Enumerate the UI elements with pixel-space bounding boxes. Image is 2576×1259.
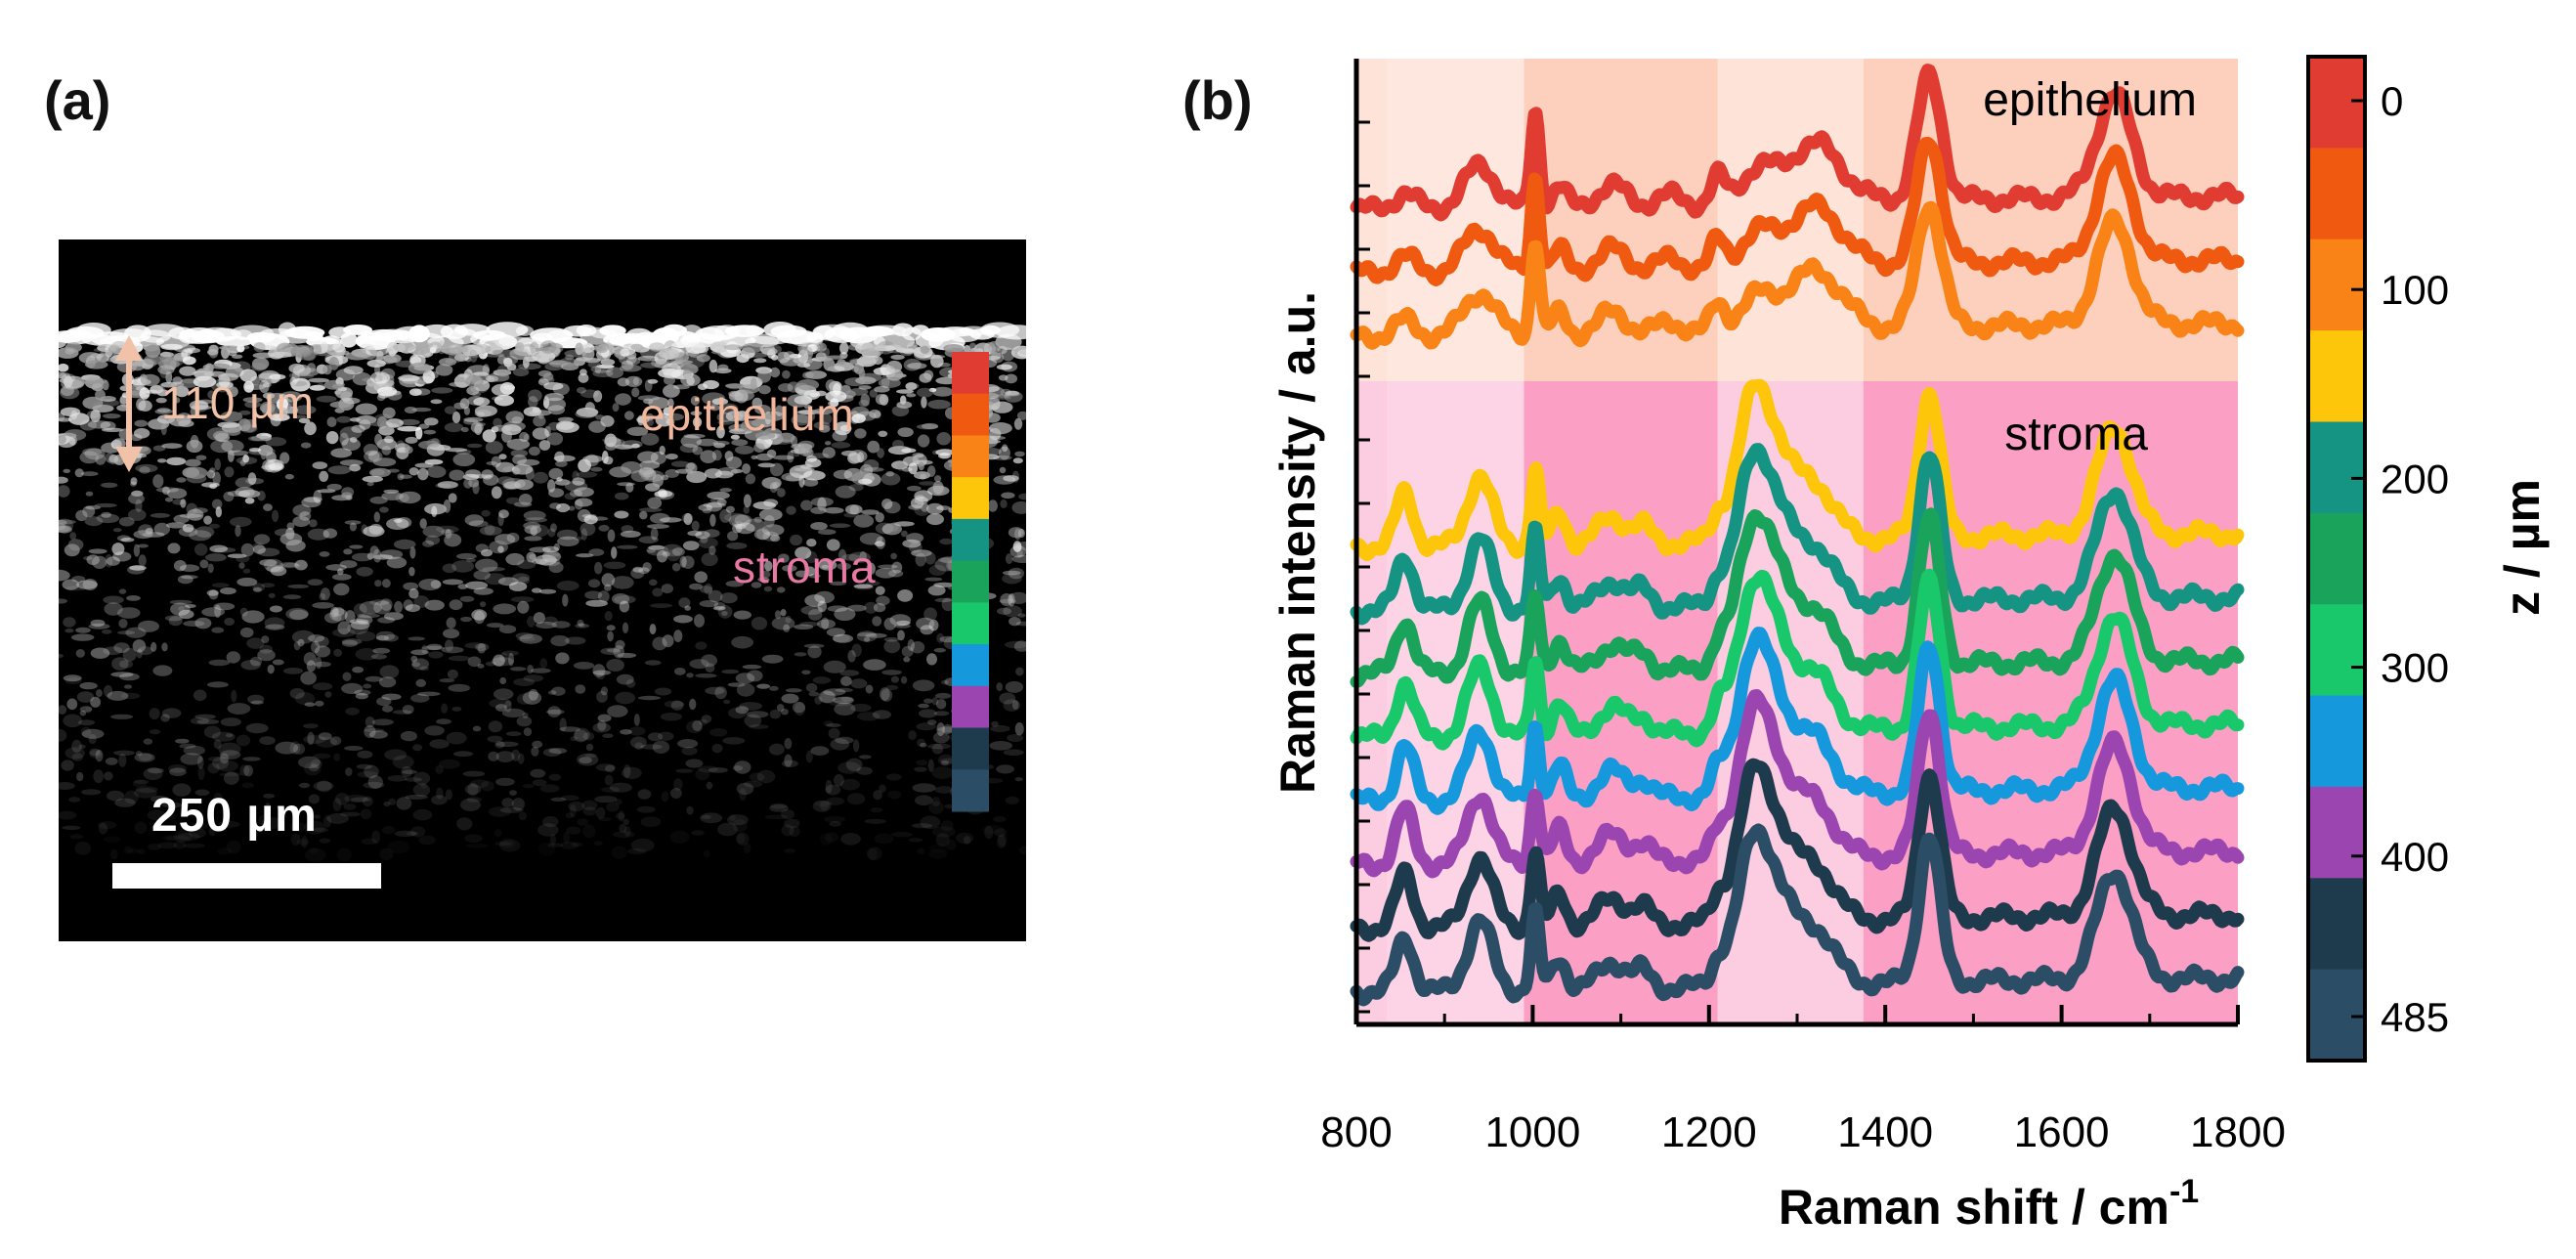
spectrum-line-z8 <box>1350 689 2245 879</box>
chart-epithelium-label: epithelium <box>1983 74 2197 126</box>
depth-strip-segment <box>952 727 989 770</box>
colorbar-tick-label: 0 <box>2381 78 2403 124</box>
depth-strip-segment <box>952 560 989 603</box>
x-tick-label: 1400 <box>1837 1108 1933 1156</box>
speckle-texture <box>59 321 1026 861</box>
depth-strip-segment <box>952 435 989 478</box>
colorbar-label: z / µm <box>2495 479 2550 616</box>
stroma-label: stroma <box>733 542 877 592</box>
x-axis-label: Raman shift / cm-1 <box>1779 1173 2199 1235</box>
depth-strip-segment <box>952 644 989 687</box>
colorbar-border <box>2306 55 2367 1063</box>
depth-strip-segment <box>952 769 989 812</box>
depth-strip-segment <box>952 685 989 728</box>
x-tick-label: 1800 <box>2190 1108 2286 1156</box>
depth-strip-segment <box>952 518 989 562</box>
colorbar-segment <box>2308 878 2365 971</box>
spectrum-line-z6 <box>1350 568 2245 751</box>
spectrum-line-z5 <box>1350 507 2245 688</box>
scale-bar-label: 250 µm <box>151 790 318 842</box>
colorbar-tick-label: 485 <box>2381 994 2449 1040</box>
thickness-arrow-head-top <box>115 335 143 361</box>
colorbar-tick-label: 200 <box>2381 456 2449 501</box>
colorbar-segment <box>2308 786 2365 879</box>
thickness-label: 110 µm <box>161 377 315 428</box>
x-tick-label: 800 <box>1320 1108 1392 1156</box>
colorbar-tick-label: 400 <box>2381 834 2449 880</box>
region-band-epithelium <box>1387 59 1524 381</box>
colorbar-segment <box>2308 604 2365 697</box>
depth-strip-segment <box>952 602 989 645</box>
colorbar-segment <box>2308 695 2365 788</box>
spectrum-line-z9 <box>1350 758 2245 942</box>
oct-speckle-image <box>59 321 1026 861</box>
x-axis-label-superscript: -1 <box>2169 1173 2199 1210</box>
chart-stroma-label: stroma <box>2004 409 2148 460</box>
depth-strip-segment <box>952 477 989 520</box>
depth-color-strip <box>952 352 989 812</box>
spectrum-line-z7 <box>1350 627 2245 815</box>
spectrum-line-z10 <box>1350 823 2245 1007</box>
colorbar-segment <box>2308 57 2365 149</box>
colorbar-segment <box>2308 330 2365 422</box>
oct-image: 110 µm epithelium stroma 250 µm <box>59 239 1026 941</box>
spectrum-line-z2 <box>1350 200 2245 350</box>
colorbar-segment <box>2308 239 2365 331</box>
colorbar-segment <box>2308 421 2365 514</box>
x-tick-label: 1600 <box>2014 1108 2110 1156</box>
colorbar-tick-label: 300 <box>2381 645 2449 691</box>
colorbar-segment <box>2308 148 2365 240</box>
spectra <box>1350 64 2245 1007</box>
depth-strip-segment <box>952 393 989 436</box>
spectrum-line-z3 <box>1350 378 2245 561</box>
colorbar: 0 100 200 300 400 485 <box>2306 55 2449 1063</box>
depth-strip-segment <box>952 352 989 395</box>
thickness-arrow-head-bottom <box>115 447 143 472</box>
colorbar-tick-label: 100 <box>2381 267 2449 313</box>
spectrum-line-z4 <box>1350 443 2245 626</box>
spectrum-line-z0 <box>1350 64 2245 222</box>
epithelium-label: epithelium <box>640 389 855 440</box>
x-tick-label: 1000 <box>1484 1108 1580 1156</box>
panel-a-label: (a) <box>44 69 111 131</box>
x-tick-label: 1200 <box>1661 1108 1757 1156</box>
colorbar-segment <box>2308 512 2365 605</box>
y-axis-label: Raman intensity / a.u. <box>1270 291 1325 794</box>
panel-b-label: (b) <box>1182 69 1253 131</box>
scale-bar <box>112 863 381 889</box>
spectrum-line-z1 <box>1350 136 2245 286</box>
